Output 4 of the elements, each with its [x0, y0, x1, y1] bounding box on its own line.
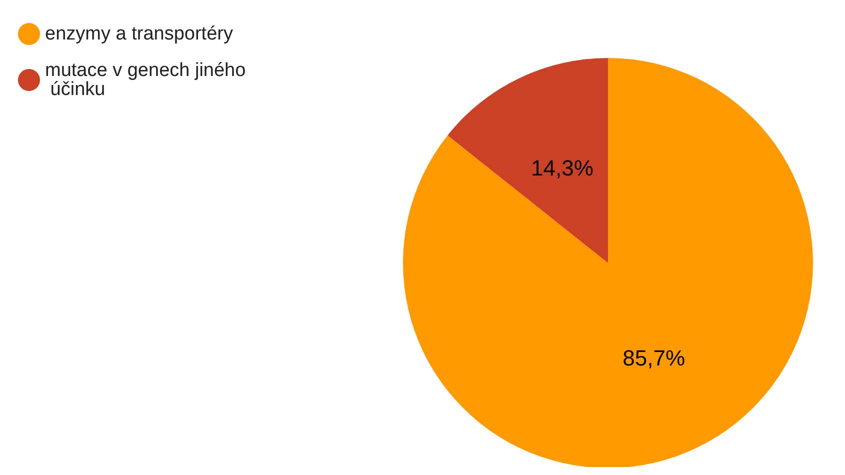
legend-label: mutace v genech jiného účinku: [45, 60, 246, 100]
data-label: 14,3%: [530, 155, 594, 180]
legend-label: enzymy a transportéry: [45, 24, 234, 44]
data-label: 85,7%: [622, 346, 686, 371]
